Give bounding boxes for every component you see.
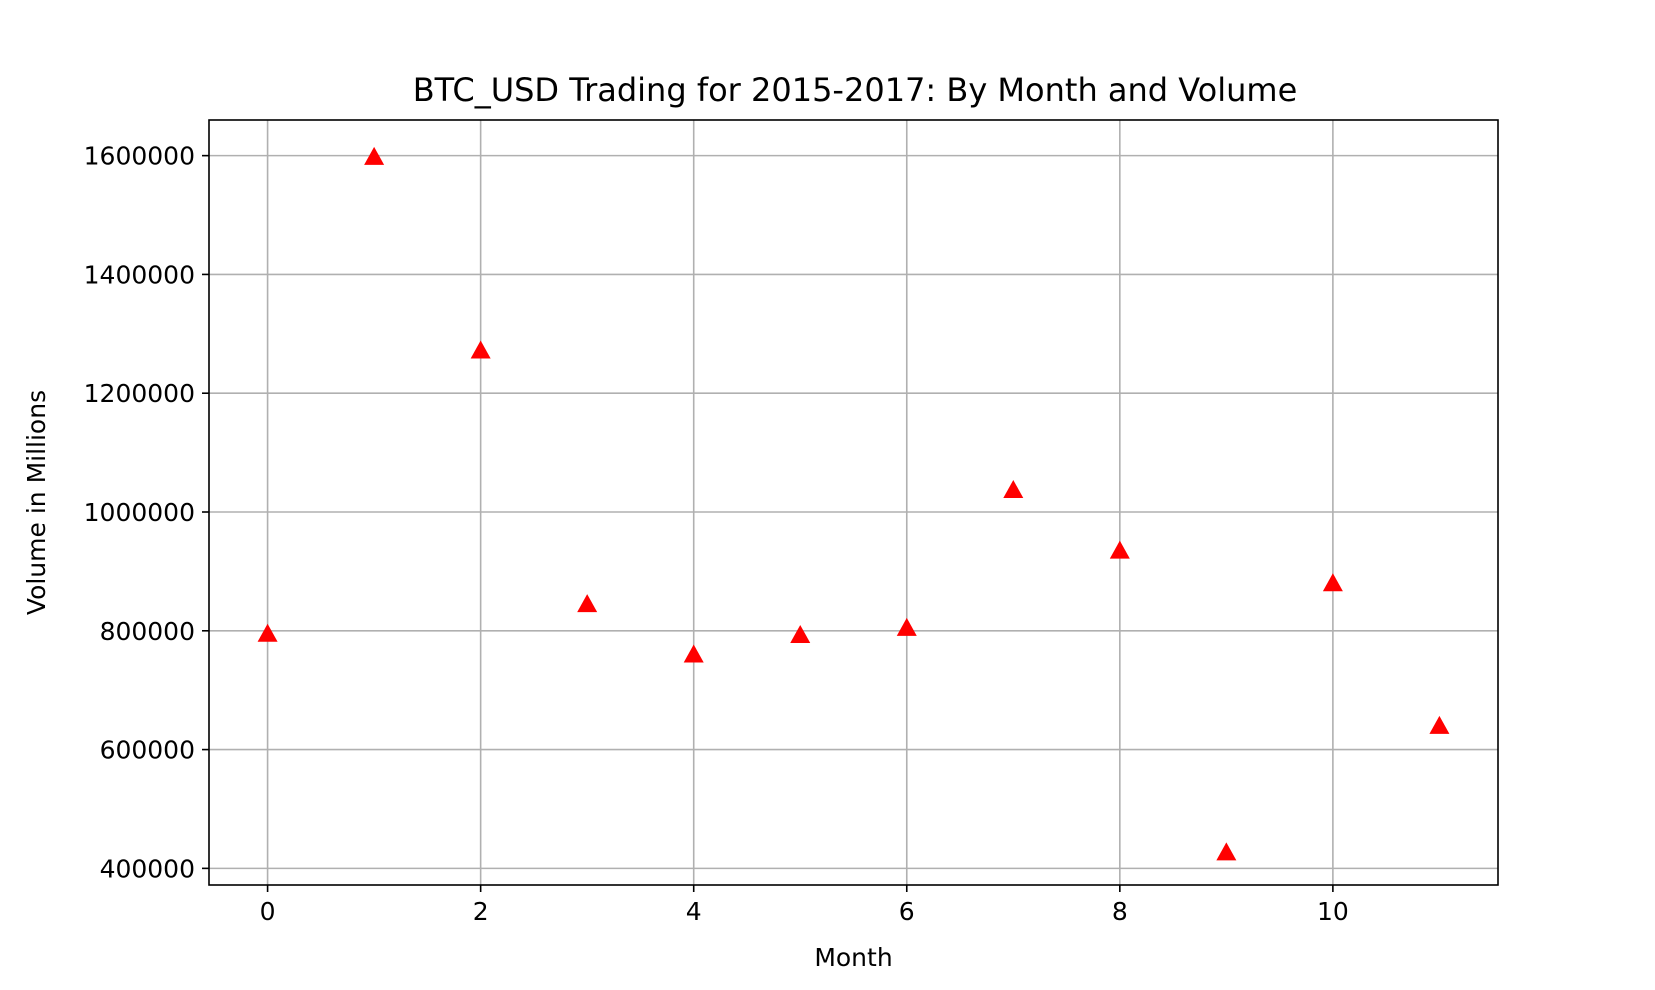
y-tick-label: 400000 <box>100 854 195 883</box>
x-tick-label: 8 <box>1112 897 1128 926</box>
data-point-month-3 <box>577 594 598 613</box>
y-axis-ticks: 400000 600000 800000 1000000 1200000 1400000 1… <box>84 142 209 883</box>
data-point-month-9 <box>1216 842 1237 861</box>
data-point-month-6 <box>896 617 917 636</box>
data-point-month-1 <box>364 146 385 165</box>
data-point-month-8 <box>1109 540 1130 559</box>
x-tick-label: 4 <box>686 897 702 926</box>
y-axis-label: Volume in Millions <box>22 390 51 615</box>
y-tick-label: 800000 <box>100 617 195 646</box>
data-point-month-2 <box>470 340 491 359</box>
data-point-month-5 <box>790 624 811 643</box>
y-tick-label: 1600000 <box>84 142 195 171</box>
x-axis-ticks: 0 2 4 6 8 10 <box>260 885 1349 926</box>
x-tick-label: 2 <box>473 897 489 926</box>
data-point-month-7 <box>1003 480 1024 499</box>
grid <box>209 120 1498 885</box>
chart-title: BTC_USD Trading for 2015-2017: By Month … <box>413 71 1298 109</box>
y-tick-label: 600000 <box>100 736 195 765</box>
data-point-month-4 <box>683 644 704 663</box>
data-point-month-0 <box>257 623 278 642</box>
y-tick-label: 1200000 <box>84 379 195 408</box>
x-axis-label: Month <box>814 943 892 972</box>
x-tick-label: 10 <box>1317 897 1349 926</box>
y-tick-label: 1400000 <box>84 260 195 289</box>
x-tick-label: 6 <box>899 897 915 926</box>
data-point-month-10 <box>1322 573 1343 592</box>
data-point-month-11 <box>1429 715 1450 734</box>
x-tick-label: 0 <box>260 897 276 926</box>
data-points <box>257 146 1450 861</box>
y-tick-label: 1000000 <box>84 498 195 527</box>
plot-frame <box>208 119 1499 886</box>
